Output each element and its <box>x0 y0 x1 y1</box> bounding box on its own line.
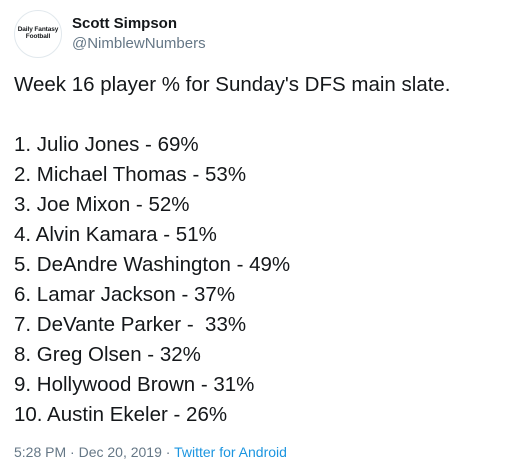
author-handle[interactable]: @NimblewNumbers <box>72 35 206 52</box>
tweet-meta: 5:28 PM · Dec 20, 2019 · Twitter for And… <box>14 442 287 462</box>
list-item: 1. Julio Jones - 69% <box>14 133 199 156</box>
list-item: 8. Greg Olsen - 32% <box>14 343 201 366</box>
meta-separator: · <box>165 444 171 460</box>
tweet-time[interactable]: 5:28 PM <box>14 444 67 460</box>
list-item: 3. Joe Mixon - 52% <box>14 193 190 216</box>
tweet-date[interactable]: Dec 20, 2019 <box>78 444 162 460</box>
avatar[interactable]: Daily Fantasy Football <box>14 10 62 58</box>
meta-separator: · <box>70 444 75 460</box>
tweet-intro: Week 16 player % for Sunday's DFS main s… <box>14 73 451 96</box>
list-item: 2. Michael Thomas - 53% <box>14 163 247 186</box>
tweet-text: Week 16 player % for Sunday's DFS main s… <box>14 70 504 430</box>
list-item: 4. Alvin Kamara - 51% <box>14 223 217 246</box>
list-item: 9. Hollywood Brown - 31% <box>14 373 255 396</box>
avatar-text-line-2: Football <box>25 33 51 40</box>
author-names: Scott Simpson @NimblewNumbers <box>72 14 206 54</box>
tweet-source-link[interactable]: Twitter for Android <box>174 444 287 460</box>
author-display-name[interactable]: Scott Simpson <box>72 15 178 32</box>
list-item: 5. DeAndre Washington - 49% <box>14 253 291 276</box>
list-item: 6. Lamar Jackson - 37% <box>14 283 236 306</box>
list-item: 10. Austin Ekeler - 26% <box>14 403 228 426</box>
tweet-header: Daily Fantasy Football Scott Simpson @Ni… <box>14 10 206 58</box>
avatar-text-line-1: Daily Fantasy <box>17 26 59 34</box>
list-item: 7. DeVante Parker - 33% <box>14 313 247 336</box>
